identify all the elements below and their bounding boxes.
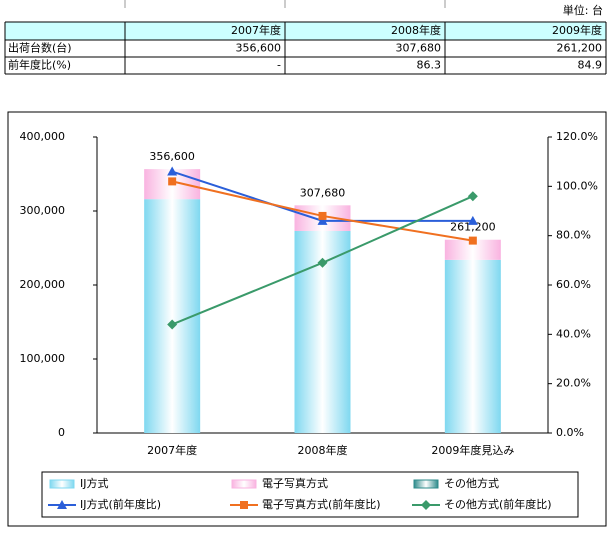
table-header-bg <box>5 22 606 40</box>
y2-tick-label: 20.0% <box>556 377 591 390</box>
y-tick-label: 300,000 <box>20 204 66 217</box>
y-tick-label: 400,000 <box>20 130 66 143</box>
legend-label: 電子写真方式(前年度比) <box>262 497 381 511</box>
bar <box>444 239 501 260</box>
table-cell: 261,200 <box>557 42 603 55</box>
table-cell: 84.9 <box>578 59 603 72</box>
line-marker <box>317 257 328 268</box>
table-cell: - <box>277 59 281 72</box>
line-marker <box>467 191 478 202</box>
legend-label: IJ方式 <box>80 476 109 490</box>
legend-label: その他方式 <box>444 476 499 490</box>
line-marker <box>168 177 177 186</box>
y-tick-label: 200,000 <box>20 278 66 291</box>
total-label: 307,680 <box>300 186 346 199</box>
line-marker <box>167 166 178 176</box>
total-label: 261,200 <box>450 221 496 234</box>
bar <box>444 259 501 433</box>
total-label: 356,600 <box>149 150 195 163</box>
y-tick-label: 100,000 <box>20 352 66 365</box>
legend-frame <box>41 471 579 518</box>
y-tick-label: 0 <box>58 426 65 439</box>
legend-marker <box>240 501 248 509</box>
legend-label: その他方式(前年度比) <box>444 497 552 511</box>
y2-tick-label: 40.0% <box>556 327 591 340</box>
table-header: 2008年度 <box>391 23 441 37</box>
x-tick-label: 2007年度 <box>147 443 197 457</box>
line-marker <box>317 215 328 225</box>
x-tick-label: 2008年度 <box>298 443 348 457</box>
legend-swatch <box>231 479 257 489</box>
y2-tick-label: 0.0% <box>556 426 584 439</box>
line-marker <box>468 236 477 245</box>
line-marker <box>167 319 178 330</box>
y2-tick-label: 60.0% <box>556 278 591 291</box>
table-cell: 前年度比(%) <box>8 58 71 72</box>
y2-tick-label: 100.0% <box>556 179 598 192</box>
legend-label: 電子写真方式 <box>262 476 328 490</box>
legend-label: IJ方式(前年度比) <box>80 497 161 511</box>
table-cell: 356,600 <box>236 42 282 55</box>
unit-label: 単位: 台 <box>563 3 603 17</box>
legend-swatch <box>413 479 439 489</box>
y2-tick-label: 80.0% <box>556 229 591 242</box>
table-cell: 307,680 <box>396 42 442 55</box>
x-tick-label: 2009年度見込み <box>431 443 514 457</box>
line-marker <box>318 211 327 220</box>
legend-marker <box>57 500 67 509</box>
legend-marker <box>421 500 431 510</box>
line-marker <box>467 215 478 225</box>
y2-tick-label: 120.0% <box>556 130 598 143</box>
table-header: 2009年度 <box>552 23 602 37</box>
table-cell: 86.3 <box>417 59 442 72</box>
legend-swatch <box>49 479 75 489</box>
table-cell: 出荷台数(台) <box>8 41 72 55</box>
table-header: 2007年度 <box>231 23 281 37</box>
